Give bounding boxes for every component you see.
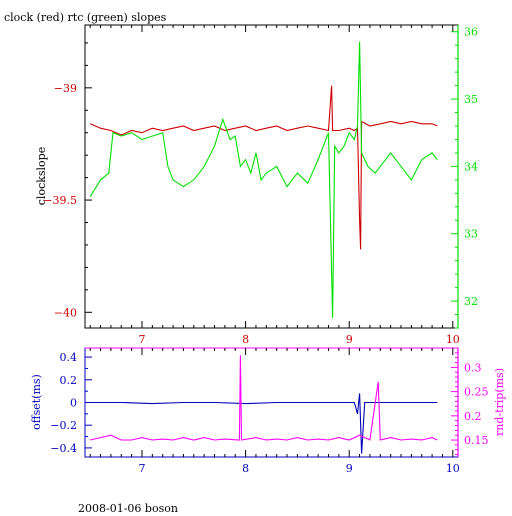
bottom-x-tick-label: 7 (138, 462, 145, 475)
top-x-tick-label: 8 (242, 333, 249, 346)
bottom-series-a-line (90, 393, 438, 454)
top-series-b-line (89, 41, 438, 318)
bottom-x-tick-label: 10 (446, 462, 460, 475)
top-y2-tick-label: 33 (464, 228, 478, 241)
bottom-y2label: rnd-trip(ms) (493, 368, 506, 436)
top-panel: clockslope 7 8 9 10 −39 −39.5 −40 32 33 34 35 36 (35, 24, 478, 346)
bottom-y2-tick-label: 0.15 (464, 434, 489, 447)
top-y-tick-label: −40 (54, 306, 77, 319)
top-plot-frame-left (84, 24, 459, 329)
top-ylabel: clockslope (35, 147, 48, 205)
chart-title: clock (red) rtc (green) slopes (4, 11, 167, 24)
bottom-y-tick-label: 0 (70, 397, 77, 410)
bottom-y2-tick-label: 0.3 (464, 361, 482, 374)
top-series-a-line (89, 85, 438, 250)
bottom-y-tick-label: −0.2 (50, 419, 77, 432)
bottom-x-tick-label: 8 (242, 462, 249, 475)
bottom-y-tick-label: 0.4 (60, 351, 78, 364)
bottom-series-b-line (90, 355, 438, 441)
bottom-y-tick-label: 0.2 (60, 374, 78, 387)
top-x-tick-label: 7 (138, 333, 145, 346)
bottom-y2-tick-label: 0.2 (464, 410, 482, 423)
top-y-tick-label: −39.5 (43, 194, 77, 207)
top-y2-tick-label: 32 (464, 295, 478, 308)
bottom-x-tick-label: 9 (346, 462, 353, 475)
bottom-y-tick-label: −0.4 (50, 442, 77, 455)
top-y2-tick-label: 36 (464, 26, 478, 39)
bottom-y2-tick-label: 0.25 (464, 386, 489, 399)
top-x-tick-label: 10 (446, 333, 460, 346)
top-y2-tick-label: 34 (464, 160, 478, 173)
top-y-tick-label: −39 (54, 82, 77, 95)
top-x-tick-label: 9 (346, 333, 353, 346)
footer-label: 2008-01-06 boson (78, 502, 178, 512)
bottom-panel: offset(ms) rnd-trip(ms) 7 8 9 10 0.4 0.2 0 −0.2… (30, 347, 506, 475)
top-y2-tick-label: 35 (464, 93, 478, 106)
bottom-ylabel: offset(ms) (30, 374, 43, 430)
